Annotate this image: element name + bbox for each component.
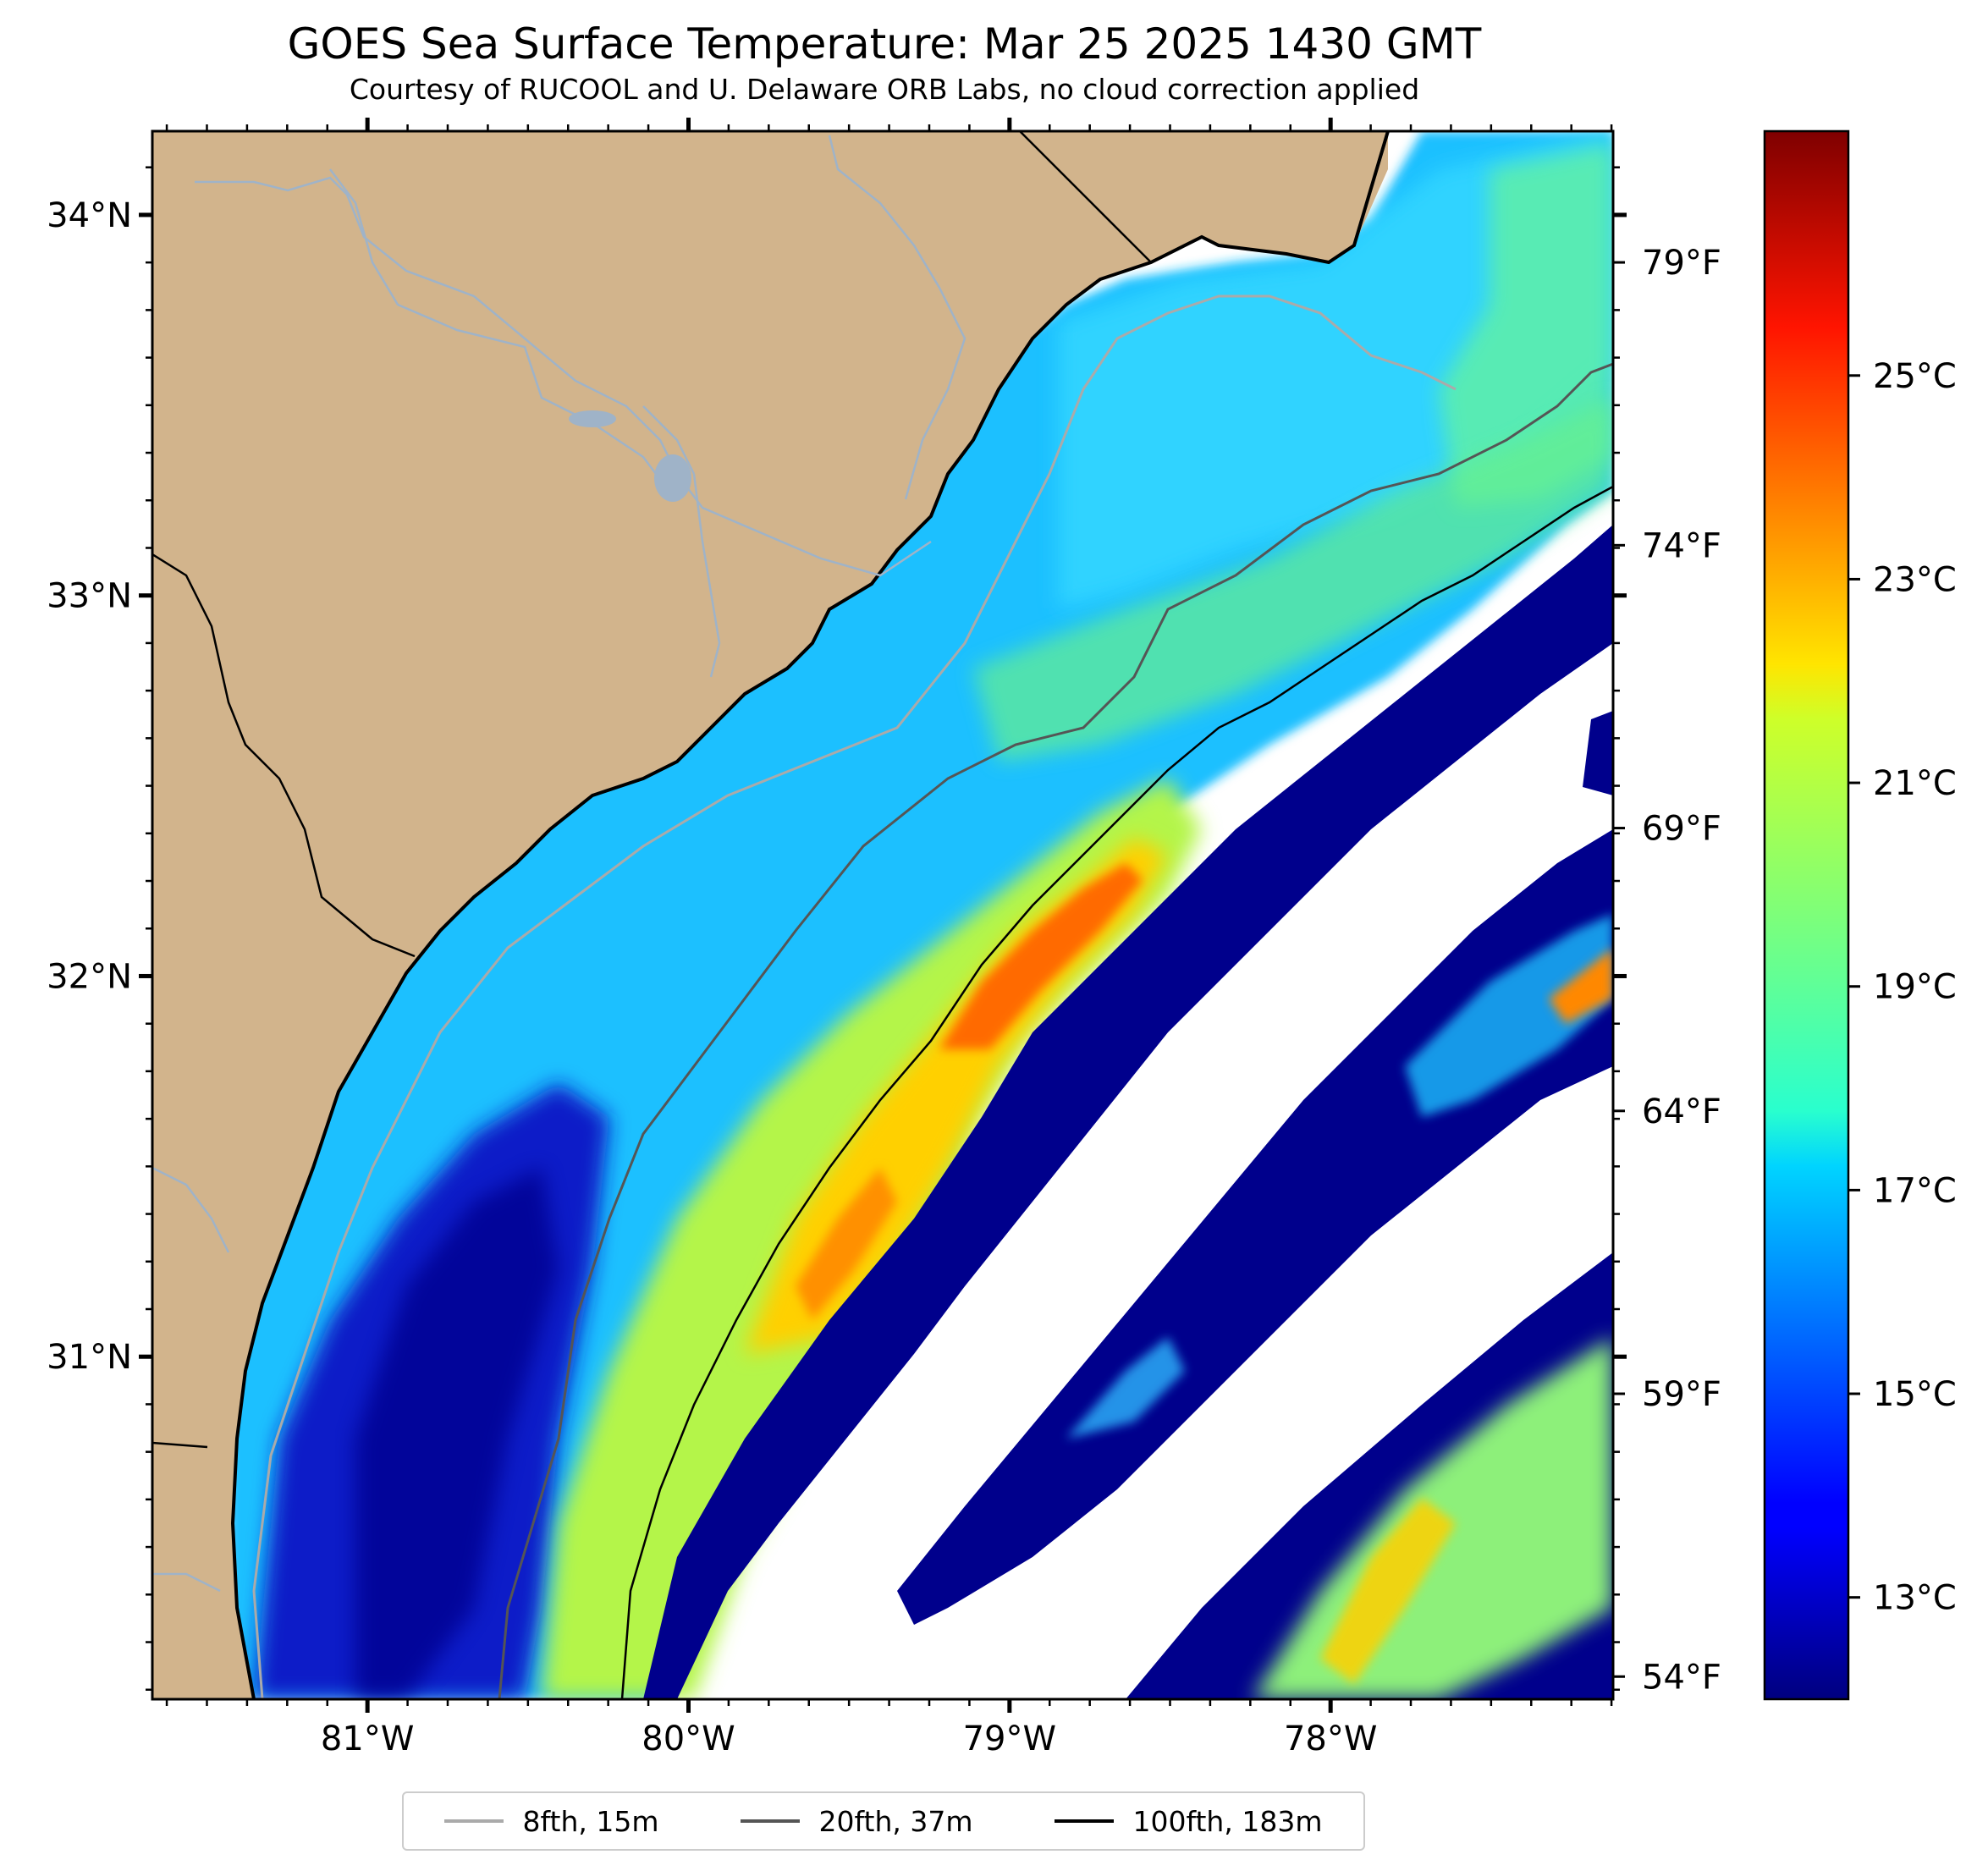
f-tick-label: 69°F — [1642, 810, 1721, 849]
map-frame — [151, 129, 1615, 1701]
map-title: GOES Sea Surface Temperature: Mar 25 202… — [287, 19, 1482, 69]
legend-line-100fth — [1055, 1819, 1115, 1823]
lon-tick-label: 79°W — [963, 1720, 1056, 1758]
border-nc-sc — [1019, 131, 1152, 263]
legend-label-100fth: 100fth, 183m — [1132, 1804, 1323, 1838]
east-cold-fragment — [1583, 711, 1613, 795]
sst-raster — [229, 131, 1613, 1699]
f-tick-label: 54°F — [1642, 1658, 1721, 1697]
contour-8fth — [252, 294, 1457, 1699]
mid-shelf-green — [973, 398, 1613, 762]
axis-ticks — [139, 118, 1627, 1713]
map-panel — [152, 131, 1613, 1699]
border-ga-fl — [152, 1441, 208, 1449]
se-yellow-patch — [1320, 1498, 1456, 1684]
legend-line-20fth — [741, 1819, 801, 1823]
colorbar — [1763, 129, 1850, 1701]
lake-moultrie — [569, 410, 616, 427]
celsius-labels: 13°C 15°C 17°C 19°C 21°C 23°C 25°C — [1848, 357, 1957, 1618]
lat-tick-label: 33°N — [47, 577, 132, 616]
c-tick-label: 19°C — [1873, 968, 1957, 1007]
lon-tick-label: 78°W — [1284, 1720, 1377, 1758]
lon-tick-label: 80°W — [642, 1720, 735, 1758]
contour-20fth — [498, 362, 1613, 1699]
lat-tick-label: 31°N — [47, 1338, 132, 1377]
coastline — [230, 131, 1390, 1699]
map-subtitle: Courtesy of RUCOOL and U. Delaware ORB L… — [349, 73, 1420, 106]
c-tick-label: 25°C — [1873, 357, 1957, 396]
c-tick-label: 15°C — [1873, 1375, 1957, 1414]
ne-green-patch — [1439, 144, 1613, 508]
lat-tick-label: 32°N — [47, 957, 132, 996]
warm-core-orange — [939, 863, 1143, 1049]
offshore-cyan-filament — [1405, 914, 1613, 1117]
cold-inshore-core — [355, 1168, 559, 1699]
offshore-blue-filament — [1066, 1337, 1185, 1439]
f-tick-label: 64°F — [1642, 1092, 1721, 1131]
fahrenheit-labels: 54°F 59°F 64°F 69°F 74°F 79°F — [1613, 244, 1721, 1697]
lat-tick-label: 34°N — [47, 196, 132, 235]
c-tick-label: 23°C — [1873, 560, 1957, 599]
legend-entry-100fth: 100fth, 183m — [1055, 1805, 1322, 1838]
contour-legend: 8fth, 15m 20fth, 37m 100fth, 183m — [402, 1791, 1365, 1851]
legend-label-20fth: 20fth, 37m — [818, 1804, 973, 1838]
lake-marion — [654, 454, 691, 502]
longitude-labels: 81°W 80°W 79°W 78°W — [321, 1720, 1377, 1758]
border-sc-ga — [152, 553, 416, 958]
offshore-cold-band-2 — [897, 829, 1613, 1625]
offshore-warm-spot — [1549, 948, 1613, 1024]
warm-core-orange-south — [796, 1168, 897, 1320]
legend-label-8fth: 8fth, 15m — [522, 1804, 659, 1838]
c-tick-label: 17°C — [1873, 1171, 1957, 1210]
c-tick-label: 21°C — [1873, 764, 1957, 803]
c-tick-label: 13°C — [1873, 1579, 1957, 1618]
legend-entry-20fth: 20fth, 37m — [741, 1805, 972, 1838]
legend-entry-8fth: 8fth, 15m — [444, 1804, 659, 1838]
lon-tick-label: 81°W — [321, 1720, 414, 1758]
offshore-cold-band-1 — [643, 525, 1613, 1699]
f-tick-label: 74°F — [1642, 526, 1721, 565]
nearshore-band — [1058, 131, 1613, 609]
f-tick-label: 79°F — [1642, 244, 1721, 283]
land-mass — [152, 131, 1388, 1699]
f-tick-label: 59°F — [1642, 1375, 1721, 1414]
legend-line-8fth — [444, 1819, 504, 1823]
latitude-labels: 34°N 33°N 32°N 31°N — [47, 196, 132, 1377]
contour-100fth — [620, 485, 1613, 1699]
rivers — [152, 135, 966, 1593]
